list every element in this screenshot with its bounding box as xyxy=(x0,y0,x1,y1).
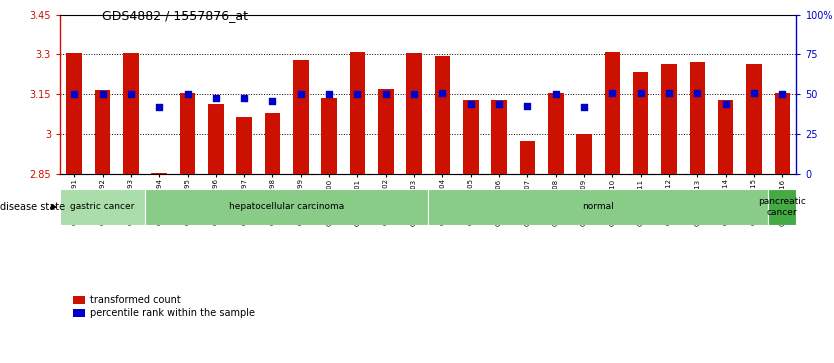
Point xyxy=(520,103,534,109)
Text: disease state: disease state xyxy=(0,202,65,212)
Point xyxy=(124,91,138,97)
Point xyxy=(379,91,393,97)
Point xyxy=(549,91,562,97)
Bar xyxy=(236,117,252,174)
Point xyxy=(719,101,732,107)
Bar xyxy=(95,90,110,174)
Bar xyxy=(775,93,790,174)
Bar xyxy=(633,72,649,174)
Point xyxy=(351,91,364,97)
Point xyxy=(266,98,279,104)
Point xyxy=(634,90,647,96)
Bar xyxy=(349,52,365,174)
Point xyxy=(153,104,166,110)
Bar xyxy=(520,141,535,174)
Point xyxy=(323,91,336,97)
Text: gastric cancer: gastric cancer xyxy=(70,203,135,211)
Bar xyxy=(321,98,337,174)
Bar xyxy=(463,100,479,174)
Bar xyxy=(491,100,507,174)
Point xyxy=(294,91,308,97)
Bar xyxy=(293,60,309,174)
Bar xyxy=(605,52,620,174)
Text: hepatocellular carcinoma: hepatocellular carcinoma xyxy=(229,203,344,211)
Point xyxy=(464,101,477,107)
Bar xyxy=(67,53,82,174)
Bar xyxy=(145,189,429,225)
Point xyxy=(68,91,81,97)
Point xyxy=(776,91,789,97)
Bar xyxy=(123,53,138,174)
Bar xyxy=(406,53,422,174)
Point xyxy=(662,90,676,96)
Point xyxy=(605,90,619,96)
Bar xyxy=(661,64,677,174)
Bar xyxy=(378,89,394,174)
Point xyxy=(181,91,194,97)
Text: pancreatic
cancer: pancreatic cancer xyxy=(758,197,806,217)
Bar xyxy=(718,100,733,174)
Bar xyxy=(548,93,564,174)
Bar xyxy=(208,104,224,174)
Point xyxy=(747,90,761,96)
Bar xyxy=(746,64,761,174)
Bar xyxy=(152,173,167,174)
Text: GDS4882 / 1557876_at: GDS4882 / 1557876_at xyxy=(102,9,248,22)
Bar xyxy=(264,113,280,174)
Point xyxy=(209,95,223,101)
Bar xyxy=(60,189,145,225)
Bar xyxy=(576,134,592,174)
Bar xyxy=(435,56,450,174)
Bar xyxy=(690,62,705,174)
Text: ▶: ▶ xyxy=(51,203,58,211)
Point xyxy=(96,91,109,97)
Point xyxy=(408,91,421,97)
Legend: transformed count, percentile rank within the sample: transformed count, percentile rank withi… xyxy=(73,295,254,318)
Bar xyxy=(179,93,195,174)
Point xyxy=(435,90,449,96)
Point xyxy=(577,104,590,110)
Text: normal: normal xyxy=(582,203,614,211)
Point xyxy=(238,95,251,101)
Bar xyxy=(429,189,768,225)
Point xyxy=(691,90,704,96)
Point xyxy=(492,101,505,107)
Bar xyxy=(768,189,796,225)
